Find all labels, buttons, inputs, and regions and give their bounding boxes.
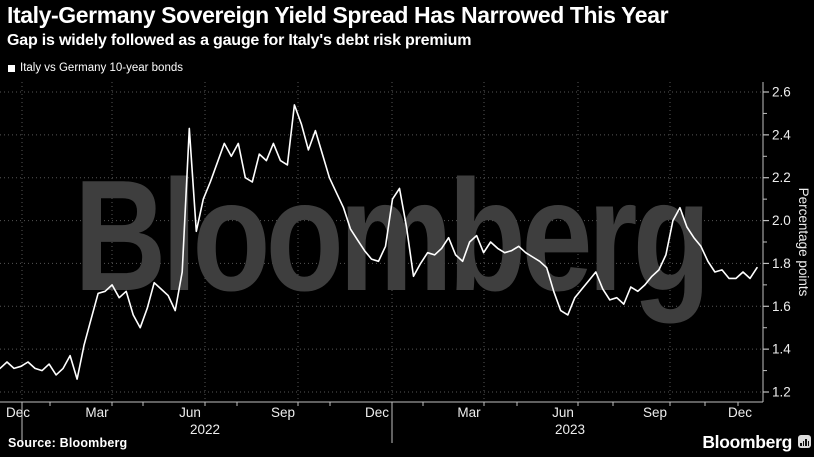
y-tick-label: 1.8 xyxy=(772,256,791,271)
year-label: 2022 xyxy=(190,422,220,437)
page-subtitle: Gap is widely followed as a gauge for It… xyxy=(7,32,472,49)
bloomberg-brand-logo: Bloomberg xyxy=(702,432,792,452)
spread-line xyxy=(0,104,758,380)
year-label: 2023 xyxy=(555,422,585,437)
x-tick-label: Mar xyxy=(85,405,109,420)
chart-legend: Italy vs Germany 10-year bonds xyxy=(8,62,183,74)
x-tick-label: Jun xyxy=(179,405,201,420)
y-tick-label: 2.4 xyxy=(772,127,791,142)
source-credit: Source: Bloomberg xyxy=(8,436,128,450)
y-axis-title: Percentage points xyxy=(796,188,811,297)
x-tick-label: Dec xyxy=(365,405,389,420)
x-tick-label: Dec xyxy=(728,405,752,420)
y-tick-label: 2.0 xyxy=(772,213,791,228)
bloomberg-bar-chart-icon xyxy=(798,435,811,448)
y-tick-label: 2.2 xyxy=(772,170,791,185)
x-tick-label: Sep xyxy=(643,405,667,420)
x-tick-label: Sep xyxy=(271,405,295,420)
y-tick-label: 1.4 xyxy=(772,342,791,357)
x-tick-label: Dec xyxy=(6,405,30,420)
x-tick-label: Mar xyxy=(457,405,481,420)
x-tick-label: Jun xyxy=(552,405,574,420)
y-tick-label: 2.6 xyxy=(772,85,791,100)
legend-label: Italy vs Germany 10-year bonds xyxy=(20,62,183,74)
y-tick-label: 1.2 xyxy=(772,385,791,400)
legend-swatch-icon xyxy=(8,64,15,72)
y-tick-label: 1.6 xyxy=(772,299,791,314)
page-title: Italy-Germany Sovereign Yield Spread Has… xyxy=(7,2,669,28)
